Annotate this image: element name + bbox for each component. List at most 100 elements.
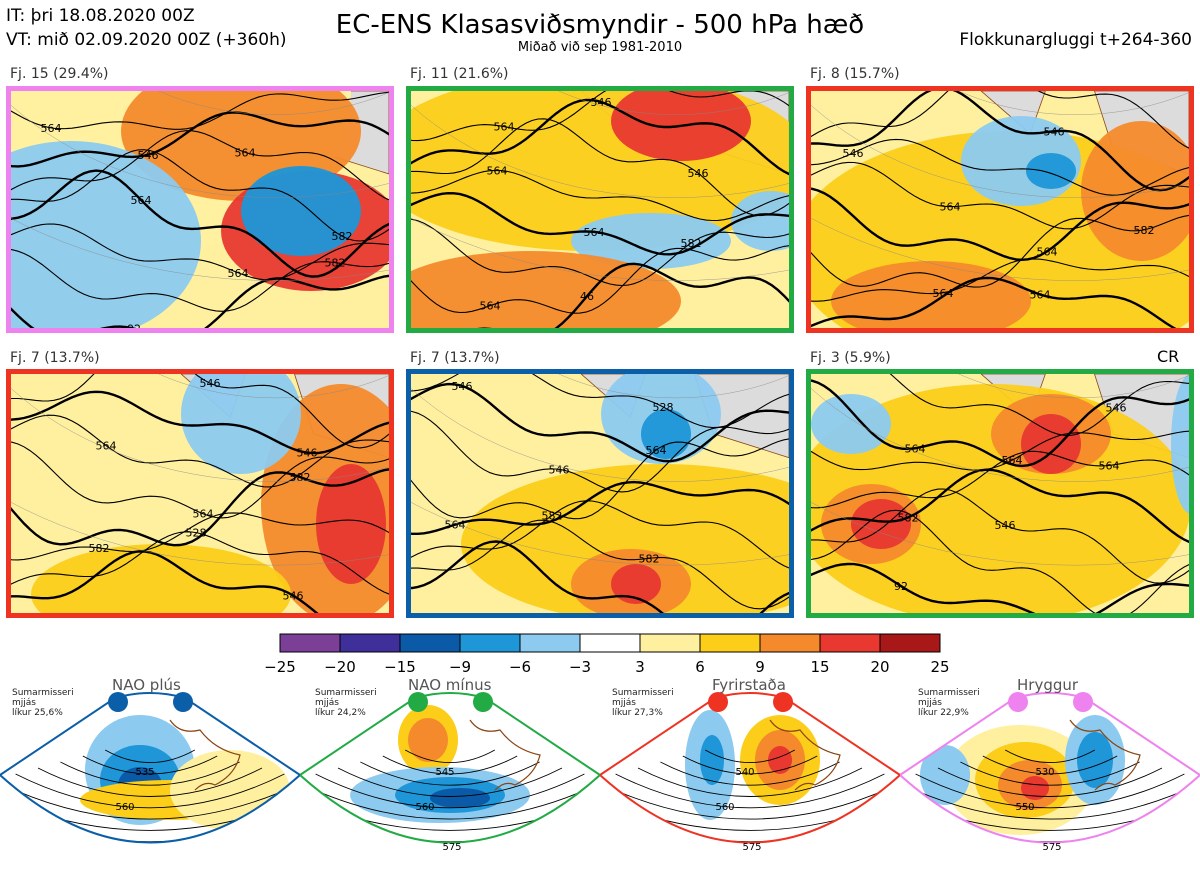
height-contour [11,468,389,547]
contour-label: 582 [1134,224,1155,237]
panel-label: Fj. 7 (13.7%) [10,350,100,366]
height-contour [660,761,840,786]
height-contour [811,488,1189,584]
regime-name: NAO mínus [408,676,492,694]
regime-frame [600,692,900,844]
anomaly-area [1005,847,1045,863]
coastline [769,719,841,791]
regime-name: NAO plús [112,676,181,694]
height-contour [637,767,863,797]
contour-label: 575 [742,842,761,853]
contour-label: 582 [898,512,919,525]
anomaly-area [768,746,792,774]
colorbar-tick-label: 6 [695,658,705,676]
colorbar-bin [699,633,761,653]
height-contour [11,223,389,281]
contour-label: 564 [1037,245,1058,258]
contour-label: 564 [933,287,954,300]
contour-label: 546 [843,147,864,160]
height-contour [811,450,1189,509]
height-contour [811,161,1189,230]
colorbar-bin [879,633,941,653]
height-contour [411,218,789,287]
contour-label: 560 [115,802,134,813]
anomaly-area [611,564,661,604]
height-contour [811,276,1177,328]
regime-info: Sumarmisseri mjjás líkur 25,6% [12,688,74,718]
colorbar-bin [639,633,701,653]
anomaly-colorbar: −25 −20 −15 −9 −6 −3 3 6 9 15 20 25 [264,633,950,676]
height-contour [411,118,789,217]
height-contour [889,374,1189,436]
anomaly-area [31,544,291,613]
height-contour [11,531,389,595]
coastline [469,719,541,791]
contour-label: 546 [200,377,221,390]
issue-time: IT: þri 18.08.2020 00Z [6,6,195,26]
height-contour [411,98,789,176]
window-label: Flokkunargluggi t+264-360 [959,30,1192,50]
height-contour [411,91,789,142]
colorbar-tick-label: 25 [930,658,949,676]
regime-map-fyrirstada: 540 560 575 Fyrirstaða Sumarmisseri mjjás … [600,676,900,871]
height-contour [300,779,600,820]
colorbar-tick-label: 15 [810,658,829,676]
height-contour [811,379,1189,468]
height-contour [811,562,1189,613]
height-contour [37,767,263,797]
height-contour [811,468,1189,544]
anomaly-area [170,750,290,830]
contour-label: 546 [452,380,473,393]
cluster-map-panel: 546 546 564 564 582 582 528 546 [6,369,394,618]
height-contour [404,749,496,764]
regime-dot [1073,692,1093,712]
panel-label: Fj. 8 (15.7%) [810,66,900,82]
height-contour [11,130,389,201]
contour-label: 564 [131,194,152,207]
contour-label: 564 [940,201,961,214]
cluster-map-panel: 564 546 546 564 564 582 564 46 [406,86,794,333]
regime-dot [108,692,128,712]
colorbar-tick-label: 20 [870,658,889,676]
contour-label: 540 [735,767,754,778]
contour-label: 535 [135,767,154,778]
height-contour [11,149,389,242]
contour-label: 564 [96,439,117,452]
contour-label: 564 [193,508,214,521]
height-contour [11,512,389,561]
anomaly-area [11,141,201,328]
height-contour [360,761,540,786]
contour-label: 575 [1042,842,1061,853]
contour-label: 46 [580,290,594,303]
colorbar-bin [519,633,581,653]
height-contour [811,509,1189,613]
height-contour [915,773,1185,809]
height-contour [682,755,818,775]
colorbar-tick-label: −25 [264,658,296,676]
height-contour [982,755,1118,775]
anomaly-area [181,374,301,474]
height-contour [811,187,1189,262]
height-contour [477,262,789,328]
height-contour [811,91,1189,149]
colorbar-tick-label: −3 [569,658,591,676]
anomaly-area [851,499,911,549]
contour-label: 575 [442,842,461,853]
regime-name: Fyrirstaða [712,676,786,694]
colorbar-bin [579,633,641,653]
height-contour [315,773,585,809]
height-contour [615,773,885,809]
colorbar-bin [279,633,341,653]
panel-label: Fj. 7 (13.7%) [410,350,500,366]
regime-map-hryggur: 530 550 575 Hryggur Sumarmisseri mjjás lík… [900,676,1200,871]
contour-label: 530 [1035,767,1054,778]
anomaly-area [316,464,386,584]
colorbar-tick-label: −6 [509,658,531,676]
regime-dot [408,692,428,712]
anomaly-area [461,464,789,613]
height-contour [60,761,240,786]
cluster-map-panel: 528546546564564582564564 [806,86,1194,333]
panel-label: Fj. 11 (21.6%) [410,66,509,82]
height-contour [337,767,563,797]
